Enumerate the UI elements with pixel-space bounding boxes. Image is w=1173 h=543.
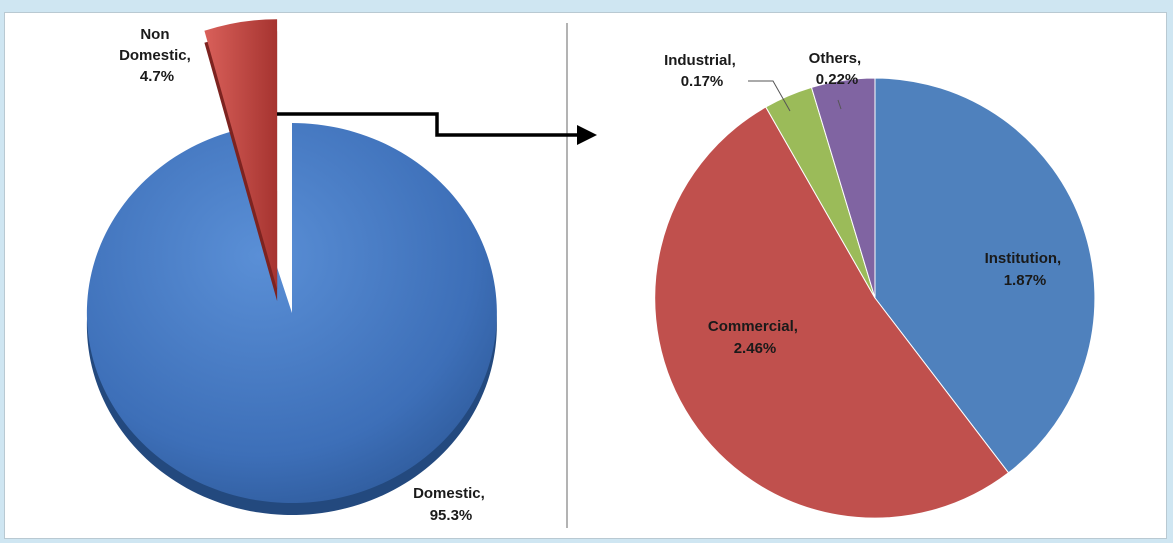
label-industrial-line1: Industrial, [664, 52, 736, 69]
chart-svg: Non Domestic, 4.7% Domestic, 95.3% Indus… [86, 19, 1096, 528]
chart-frame: Non Domestic, 4.7% Domestic, 95.3% Indus… [4, 12, 1167, 539]
label-non-domestic-line1b: Domestic, [119, 47, 191, 64]
leader-line-industrial [748, 80, 791, 112]
non-domestic-breakdown-pie [654, 77, 1096, 519]
label-domestic-line1: Domestic, [413, 485, 485, 502]
domestic-pie [86, 19, 497, 515]
label-non-domestic-value: 4.7% [140, 68, 174, 85]
slice-non-domestic [204, 19, 278, 290]
label-others-value: 0.22% [816, 71, 859, 88]
label-commercial-value: 2.46% [734, 340, 777, 357]
connector-line [277, 112, 577, 137]
label-institution-value: 1.87% [1004, 272, 1047, 289]
slice-domestic [86, 123, 497, 503]
label-commercial-line1: Commercial, [708, 318, 798, 335]
label-industrial: Industrial, 0.17% [664, 52, 740, 90]
slice-others [810, 77, 876, 299]
label-domestic-value: 95.3% [430, 507, 473, 524]
label-institution: Institution, 1.87% [985, 250, 1066, 289]
label-domestic: Domestic, 95.3% [413, 485, 489, 524]
label-industrial-value: 0.17% [681, 73, 724, 90]
label-others-line1: Others, [809, 50, 862, 67]
label-non-domestic-line1a: Non [140, 26, 169, 43]
leader-line-others [837, 99, 842, 110]
label-commercial: Commercial, 2.46% [708, 318, 802, 357]
label-institution-line1: Institution, [985, 250, 1062, 267]
slice-institution [874, 77, 1096, 474]
label-others: Others, 0.22% [809, 50, 866, 88]
label-non-domestic: Non Domestic, 4.7% [119, 26, 195, 85]
connector-arrow [277, 112, 597, 145]
slice-commercial [654, 106, 1010, 519]
arrow-head-icon [577, 125, 597, 145]
